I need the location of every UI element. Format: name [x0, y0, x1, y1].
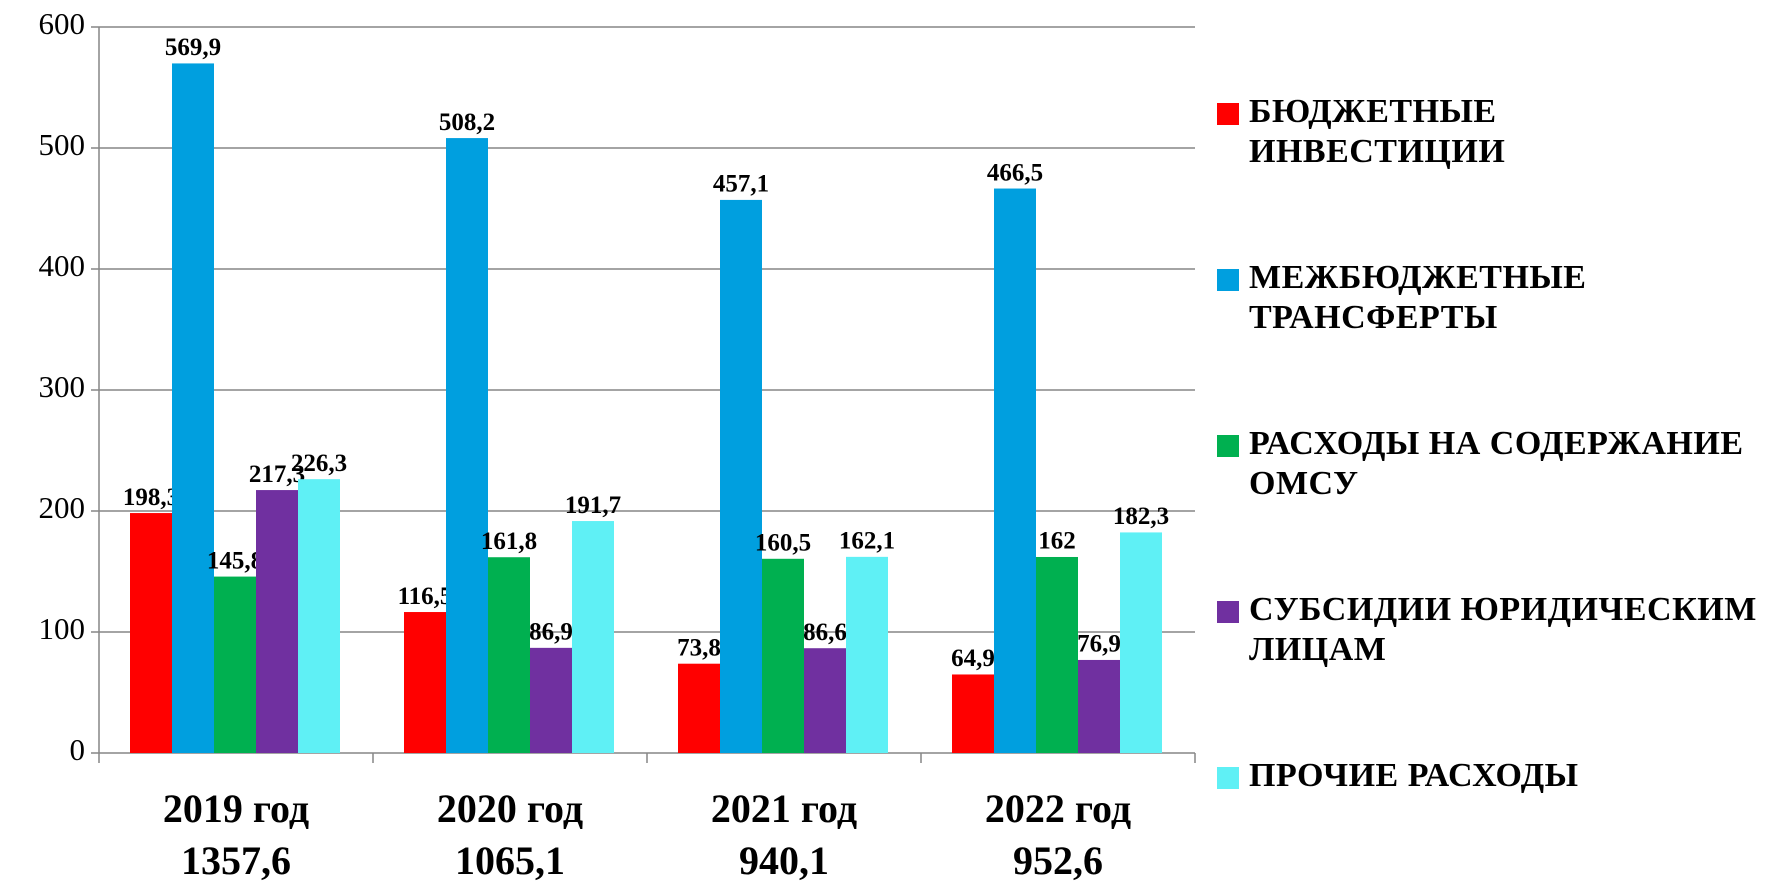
- legend-label: СУБСИДИИ ЮРИДИЧЕСКИМ ЛИЦАМ: [1249, 591, 1757, 668]
- category-total: 940,1: [739, 838, 829, 883]
- x-tick-label: 2020 год: [437, 786, 583, 831]
- x-tick-label: 2021 год: [711, 786, 857, 831]
- category-total: 952,6: [1013, 838, 1103, 883]
- bar: [804, 648, 846, 753]
- legend-item: ПРОЧИЕ РАСХОДЫ: [1215, 756, 1760, 796]
- bar: [678, 663, 720, 753]
- bar: [720, 199, 762, 753]
- bar: [404, 612, 446, 753]
- data-label: 86,6: [803, 619, 847, 646]
- bar: [572, 521, 614, 753]
- data-label: 508,2: [439, 109, 495, 136]
- bar: [1078, 659, 1120, 753]
- bar: [1036, 556, 1078, 753]
- legend-label: ПРОЧИЕ РАСХОДЫ: [1249, 757, 1579, 794]
- legend-label: МЕЖБЮДЖЕТНЫЕ ТРАНСФЕРТЫ: [1249, 259, 1587, 336]
- bar: [1120, 532, 1162, 753]
- data-label: 64,9: [951, 645, 995, 672]
- data-label: 162,1: [839, 528, 895, 555]
- data-label: 191,7: [565, 492, 621, 519]
- x-tick-label: 2022 год: [985, 786, 1131, 831]
- data-label: 116,5: [398, 583, 453, 610]
- category-total: 1065,1: [455, 838, 565, 883]
- legend-label: РАСХОДЫ НА СОДЕРЖАНИЕ ОМСУ: [1249, 425, 1744, 502]
- legend-swatch: [1217, 601, 1239, 623]
- data-label: 73,8: [677, 634, 721, 661]
- legend-item: МЕЖБЮДЖЕТНЫЕ ТРАНСФЕРТЫ: [1215, 258, 1760, 338]
- legend-swatch: [1217, 435, 1239, 457]
- data-label: 161,8: [481, 528, 537, 555]
- legend-swatch: [1217, 767, 1239, 789]
- bar: [952, 674, 994, 753]
- legend-item: БЮДЖЕТНЫЕ ИНВЕСТИЦИИ: [1215, 92, 1760, 172]
- bar: [130, 513, 172, 753]
- legend-item: СУБСИДИИ ЮРИДИЧЕСКИМ ЛИЦАМ: [1215, 590, 1760, 670]
- bar: [762, 558, 804, 753]
- y-tick-label: 0: [70, 732, 86, 767]
- data-label: 457,1: [713, 171, 769, 198]
- data-label: 198,3: [123, 484, 179, 511]
- data-label: 182,3: [1113, 503, 1169, 530]
- data-label: 145,8: [207, 547, 263, 574]
- bar: [488, 557, 530, 753]
- data-label: 466,5: [987, 159, 1043, 186]
- bar: [530, 647, 572, 753]
- bar: [214, 576, 256, 753]
- y-tick-label: 100: [39, 611, 86, 646]
- y-tick-label: 300: [39, 369, 86, 404]
- bar: [256, 490, 298, 753]
- bar: [172, 63, 214, 753]
- y-tick-label: 500: [39, 127, 86, 162]
- legend-swatch: [1217, 103, 1239, 125]
- bar: [994, 188, 1036, 753]
- data-label: 162: [1038, 528, 1076, 555]
- legend-swatch: [1217, 269, 1239, 291]
- bar: [846, 556, 888, 753]
- legend-label: БЮДЖЕТНЫЕ ИНВЕСТИЦИИ: [1249, 93, 1506, 170]
- y-tick-label: 200: [39, 490, 86, 525]
- data-label: 217,3: [249, 461, 305, 488]
- data-label: 76,9: [1077, 631, 1121, 658]
- data-label: 86,9: [529, 619, 573, 646]
- legend-item: РАСХОДЫ НА СОДЕРЖАНИЕ ОМСУ: [1215, 424, 1760, 504]
- bar: [446, 138, 488, 753]
- category-total: 1357,6: [181, 838, 291, 883]
- x-tick-label: 2019 год: [163, 786, 309, 831]
- bar: [298, 479, 340, 753]
- data-label: 569,9: [165, 34, 221, 61]
- data-label: 226,3: [291, 450, 347, 477]
- y-tick-label: 400: [39, 248, 86, 283]
- data-label: 160,5: [755, 530, 811, 557]
- y-tick-label: 600: [39, 6, 86, 41]
